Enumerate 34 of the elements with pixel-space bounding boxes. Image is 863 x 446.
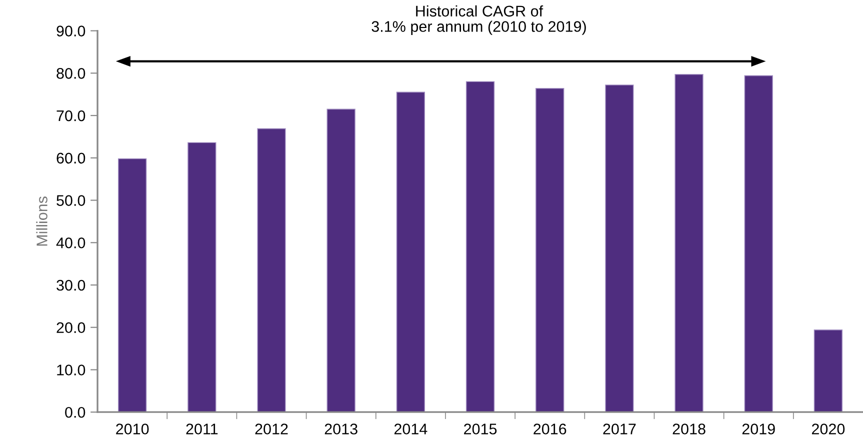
y-tick-label: 60.0 [56, 152, 86, 164]
bar [744, 75, 773, 412]
bar [188, 142, 216, 412]
y-tick-label: 20.0 [56, 322, 86, 334]
bar [814, 329, 843, 412]
bar [257, 128, 286, 412]
y-tick-label: 30.0 [56, 280, 86, 291]
y-tick-label: 70.0 [56, 110, 86, 122]
x-tick-label: 2011 [186, 424, 218, 434]
y-tick-label: 80.0 [56, 68, 86, 79]
bar [326, 108, 356, 412]
bar [674, 74, 704, 412]
y-tick-label: 50.0 [56, 195, 86, 206]
x-tick-label: 2016 [534, 424, 566, 434]
annotation: Historical CAGR of 3.1% per annum (2010 to 2019) [372, 5, 586, 35]
x-tick-label: 2014 [394, 424, 428, 434]
x-tick-label: 2019 [742, 424, 775, 434]
x-tick-label: 2013 [324, 424, 358, 434]
y-axis-title: Millions [36, 196, 48, 246]
x-tick-label: 2018 [672, 424, 706, 434]
x-tick-label: 2010 [116, 424, 149, 434]
x-tick-label: 2020 [812, 424, 845, 434]
y-tick-label: 90.0 [56, 26, 86, 36]
bar [118, 158, 147, 412]
x-tick-label: 2012 [255, 424, 288, 434]
y-tick-label: 10.0 [57, 364, 86, 376]
y-tick-label: 40.0 [56, 237, 86, 248]
bar [605, 84, 634, 412]
y-tick-label: 0.0 [65, 406, 86, 418]
x-tick-label: 2015 [464, 424, 497, 434]
bar [396, 92, 426, 412]
bar [536, 88, 564, 412]
x-tick-label: 2017 [603, 424, 636, 434]
bar [466, 81, 495, 412]
